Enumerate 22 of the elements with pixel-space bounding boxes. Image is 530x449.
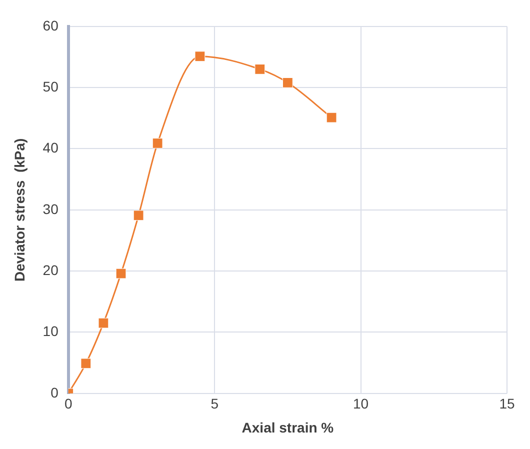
- x-tick-label: 5: [210, 396, 219, 412]
- y-tick-label: 10: [42, 323, 59, 340]
- point: [152, 138, 163, 148]
- point: [98, 318, 109, 328]
- point: [133, 210, 144, 221]
- y-tick-label: 0: [50, 384, 59, 400]
- point: [80, 358, 92, 369]
- x-tick-label: 10: [353, 396, 369, 412]
- y-tick-label: 60: [42, 17, 59, 34]
- x-tick-label: 15: [499, 396, 515, 412]
- x-tick-label: 0: [64, 396, 72, 412]
- y-tick-label: 20: [42, 262, 59, 278]
- y-axis-title: Deviator stress (kPa): [11, 138, 28, 282]
- y-tick-label: 30: [42, 200, 59, 217]
- point: [326, 112, 337, 123]
- y-tick-label: 40: [42, 140, 59, 156]
- point: [116, 268, 126, 279]
- point: [254, 64, 266, 74]
- point: [282, 77, 293, 88]
- point: [194, 51, 206, 62]
- y-tick-label: 50: [42, 78, 59, 94]
- x-axis-title: Axial strain %: [242, 419, 334, 436]
